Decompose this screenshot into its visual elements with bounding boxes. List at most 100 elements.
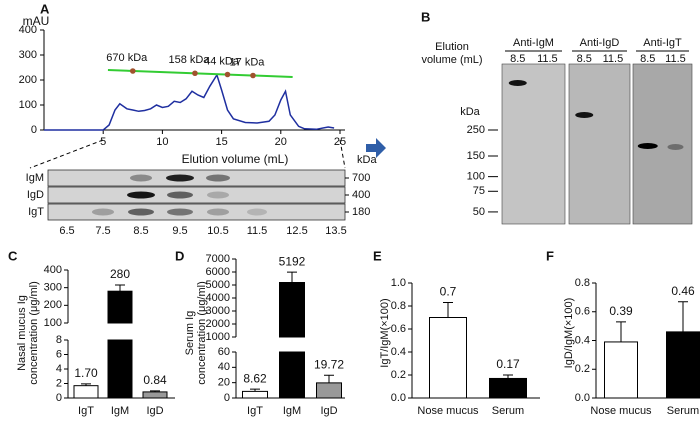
panel-label: F <box>546 248 554 263</box>
y-tick-label: 200 <box>19 74 37 86</box>
gel-row-label: IgT <box>28 206 44 218</box>
error-bar <box>443 302 453 318</box>
gel-row-label: IgM <box>26 172 44 184</box>
y-tick-label: 100 <box>19 99 37 111</box>
blot-band <box>575 112 594 118</box>
gel-row-label: IgD <box>27 189 44 201</box>
zoom-line <box>339 139 346 169</box>
marker-label: 100 <box>467 171 485 183</box>
standard-marker <box>250 72 256 79</box>
x-tick-label: 25 <box>334 136 346 148</box>
y-axis-title: mAU <box>23 14 50 28</box>
blot <box>568 63 631 225</box>
y-tick-label: 0.2 <box>391 369 406 381</box>
x-tick-label: IgD <box>320 405 337 417</box>
gel-unit: kDa <box>460 106 480 118</box>
panel-label: D <box>175 248 184 263</box>
value-label: 0.46 <box>671 284 695 298</box>
gel-band <box>206 174 230 182</box>
blot-lane-label: 8.5 <box>510 53 525 65</box>
y-tick-label: 2 <box>56 377 62 389</box>
gel-band <box>167 191 193 199</box>
bar <box>316 382 342 399</box>
gel-strip <box>47 169 346 187</box>
gel-size-label: 700 <box>352 172 370 184</box>
gel-band <box>247 208 267 216</box>
blot-lane-label: 11.5 <box>537 53 558 65</box>
bar <box>242 390 268 399</box>
gel-lane-label: 11.5 <box>247 225 268 237</box>
y-tick-label: 0.8 <box>391 300 406 312</box>
y-tick-label: 20 <box>218 377 230 389</box>
error-bar <box>503 374 513 379</box>
value-label: 0.7 <box>440 285 457 299</box>
x-tick-label: 10 <box>156 136 168 148</box>
y-tick-label: 0 <box>31 124 37 136</box>
x-tick-label: IgD <box>146 405 163 417</box>
y-tick-label: 300 <box>19 49 37 61</box>
blot <box>501 63 566 225</box>
standard-marker <box>224 71 231 78</box>
y-tick-label: 0.2 <box>575 363 590 375</box>
error-bar <box>324 374 334 383</box>
y-tick-label: 0 <box>224 392 230 404</box>
error-bar <box>616 321 626 342</box>
y-axis-title: concentration (μg/ml) <box>28 281 40 385</box>
y-tick-label: 2000 <box>206 318 230 330</box>
y-tick-label: 200 <box>44 299 62 311</box>
axis-label: volume (mL) <box>421 54 482 66</box>
error-bar <box>81 383 91 386</box>
y-tick-label: 0.6 <box>391 323 406 335</box>
blot-band <box>667 144 684 150</box>
bar <box>107 339 133 399</box>
marker-label: 75 <box>473 185 485 197</box>
blot-lane-label: 11.5 <box>665 53 686 65</box>
gel-lane-label: 12.5 <box>286 225 307 237</box>
gel-lane-label: 10.5 <box>207 225 228 237</box>
x-tick-label: IgM <box>111 405 129 417</box>
blot-lane-label: 8.5 <box>640 53 655 65</box>
y-tick-label: 1000 <box>206 331 230 343</box>
value-label: 1.70 <box>74 366 98 380</box>
panel-label: C <box>8 248 18 263</box>
y-axis-title: IgD/IgM(×100) <box>563 298 575 369</box>
y-tick-label: 0 <box>56 392 62 404</box>
error-bar <box>678 301 688 332</box>
y-axis-title: IgT/IgM(×100) <box>379 298 391 367</box>
value-label: 0.17 <box>496 357 520 371</box>
y-tick-label: 4 <box>56 363 62 375</box>
y-tick-label: 4000 <box>206 292 230 304</box>
y-tick-label: 400 <box>44 264 62 276</box>
x-tick-label: IgT <box>247 405 263 417</box>
x-tick-label: IgM <box>283 405 301 417</box>
standard-label: 158 kDa <box>168 54 210 66</box>
x-tick-label: Serum <box>667 405 699 417</box>
gel-size-label: 180 <box>352 206 370 218</box>
standard-marker <box>130 68 136 74</box>
y-tick-label: 300 <box>44 282 62 294</box>
marker-label: 150 <box>467 150 485 162</box>
x-tick-label: 15 <box>215 136 227 148</box>
blot-title: Anti-IgT <box>643 37 682 49</box>
gel-band <box>128 208 154 216</box>
value-label: 0.84 <box>143 373 167 387</box>
blot-band <box>508 80 527 86</box>
bar <box>279 282 305 338</box>
gel-band <box>207 191 229 199</box>
gel-lane-label: 8.5 <box>133 225 148 237</box>
y-tick-label: 0.4 <box>391 346 406 358</box>
y-tick-label: 60 <box>218 346 230 358</box>
y-tick-label: 400 <box>19 24 37 36</box>
bar <box>107 290 133 324</box>
error-bar <box>250 388 260 392</box>
y-axis-title: Nasal mucus Ig <box>16 295 28 371</box>
y-axis-title: Serum Ig <box>184 311 196 356</box>
blot-band <box>637 143 658 149</box>
error-bar <box>287 271 297 283</box>
y-tick-label: 0.0 <box>391 392 406 404</box>
gel-lane-label: 6.5 <box>59 225 74 237</box>
blot-title: Anti-IgM <box>513 37 554 49</box>
gel-lane-label: 9.5 <box>172 225 187 237</box>
bar <box>429 317 467 399</box>
